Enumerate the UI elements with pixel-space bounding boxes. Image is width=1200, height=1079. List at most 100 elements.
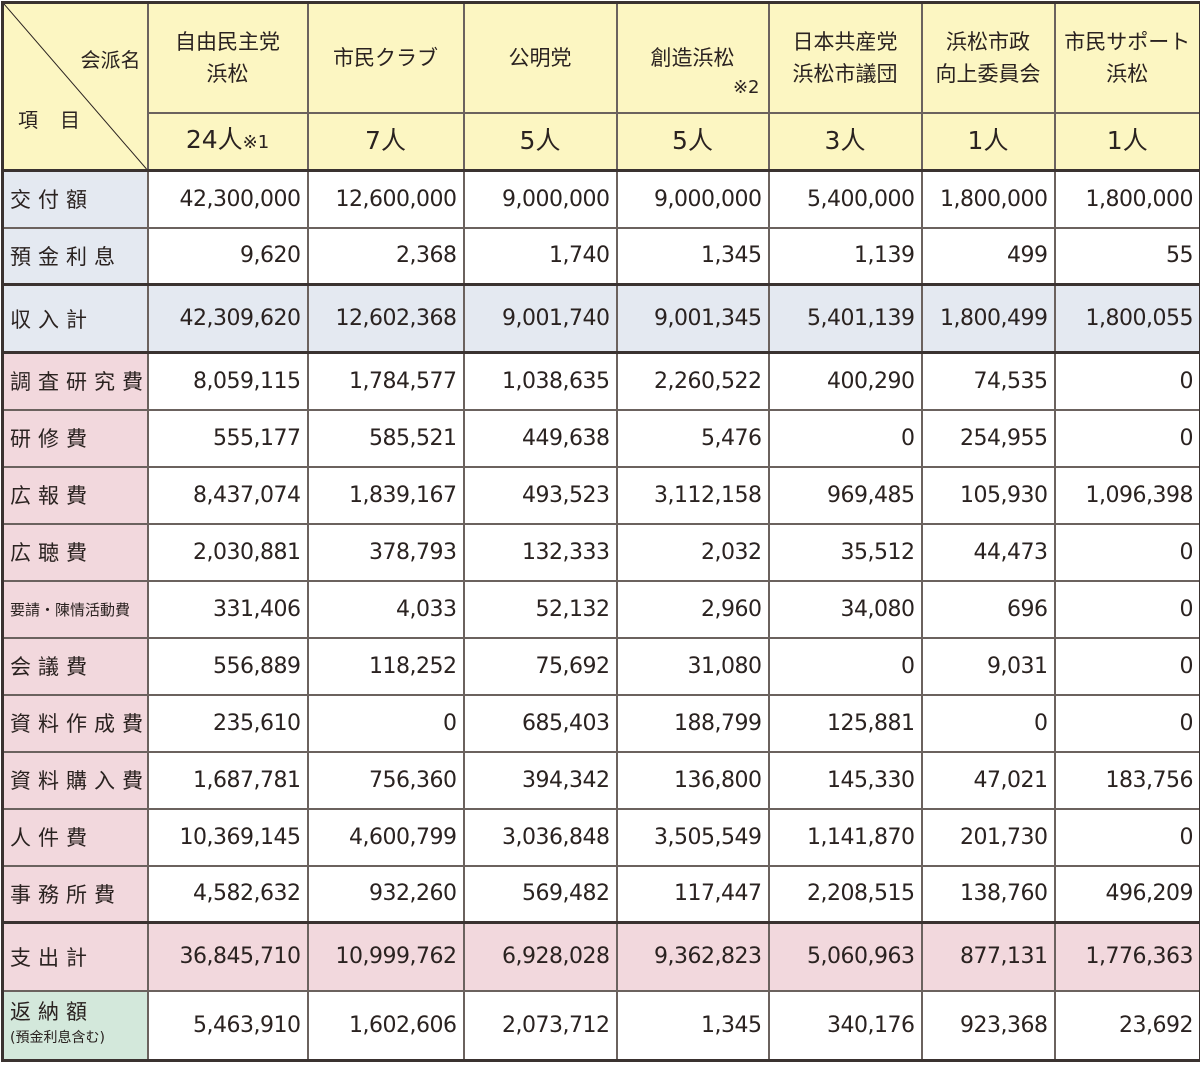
amount-cell: 0 — [1053, 351, 1200, 411]
amount-cell: 235,610 — [146, 693, 309, 753]
amount-cell: 1,602,606 — [306, 989, 465, 1062]
amount-cell: 44,473 — [920, 522, 1056, 582]
faction-member-count: 24人※1 — [146, 111, 309, 172]
amount-cell: 685,403 — [462, 693, 618, 753]
member-count: 5人 — [519, 126, 561, 156]
amount-cell: 9,031 — [920, 636, 1056, 696]
amount-cell: 5,400,000 — [767, 169, 923, 229]
amount-cell: 188,799 — [615, 693, 770, 753]
amount-cell: 499 — [920, 226, 1056, 286]
faction-name-header: 市民サポート 浜松 — [1053, 1, 1200, 114]
row-label: 交付額 — [1, 169, 149, 229]
amount-cell: 8,059,115 — [146, 351, 309, 411]
row-label: 会議費 — [1, 636, 149, 696]
amount-cell: 449,638 — [462, 408, 618, 468]
amount-cell: 136,800 — [615, 750, 770, 810]
amount-cell: 105,930 — [920, 465, 1056, 525]
table-row: 支出計 36,845,710 10,999,762 6,928,028 9,362,82… — [1, 921, 1200, 992]
amount-cell: 12,600,000 — [306, 169, 465, 229]
table-row: 収入計 42,309,620 12,602,368 9,001,740 9,001,34… — [1, 283, 1200, 354]
amount-cell: 2,368 — [306, 226, 465, 286]
amount-cell: 36,845,710 — [146, 921, 309, 992]
faction-name-header: 日本共産党 浜松市議団 — [767, 1, 923, 114]
amount-cell: 23,692 — [1053, 989, 1200, 1062]
amount-cell: 117,447 — [615, 864, 770, 924]
amount-cell: 42,309,620 — [146, 283, 309, 354]
amount-cell: 9,000,000 — [615, 169, 770, 229]
amount-cell: 2,208,515 — [767, 864, 923, 924]
amount-cell: 2,030,881 — [146, 522, 309, 582]
table-row: 人件費 10,369,145 4,600,799 3,036,848 3,505,549… — [1, 807, 1200, 867]
amount-cell: 55 — [1053, 226, 1200, 286]
row-label-text: 広報費 — [10, 484, 94, 508]
faction-name-header: 自由民主党 浜松 — [146, 1, 309, 114]
faction-member-count: 1人 — [920, 111, 1056, 172]
row-label-text: 要請・陳情活動費 — [10, 600, 131, 619]
table-row: 要請・陳情活動費 331,406 4,033 52,132 2,960 34,080 696… — [1, 579, 1200, 639]
table-row: 研修費 555,177 585,521 449,638 5,476 0 254,955 0 — [1, 408, 1200, 468]
row-label-text: 資料作成費 — [10, 712, 150, 736]
amount-cell: 4,600,799 — [306, 807, 465, 867]
faction-name-note: ※2 — [732, 76, 760, 98]
amount-cell: 5,060,963 — [767, 921, 923, 992]
amount-cell: 34,080 — [767, 579, 923, 639]
corner-header: 会派名 項目 — [1, 1, 149, 172]
amount-cell: 9,001,345 — [615, 283, 770, 354]
row-label-text: 返納額 — [10, 1000, 94, 1025]
amount-cell: 1,345 — [615, 226, 770, 286]
amount-cell: 8,437,074 — [146, 465, 309, 525]
amount-cell: 10,999,762 — [306, 921, 465, 992]
amount-cell: 1,139 — [767, 226, 923, 286]
amount-cell: 3,036,848 — [462, 807, 618, 867]
amount-cell: 1,141,870 — [767, 807, 923, 867]
amount-cell: 0 — [1053, 693, 1200, 753]
amount-cell: 877,131 — [920, 921, 1056, 992]
amount-cell: 394,342 — [462, 750, 618, 810]
amount-cell: 1,800,000 — [1053, 169, 1200, 229]
faction-name: 創造浜松 — [650, 45, 735, 70]
row-label-text: 広聴費 — [10, 541, 94, 565]
amount-cell: 0 — [767, 636, 923, 696]
amount-cell: 932,260 — [306, 864, 465, 924]
amount-cell: 6,928,028 — [462, 921, 618, 992]
faction-name-header: 公明党 — [462, 1, 618, 114]
amount-cell: 1,776,363 — [1053, 921, 1200, 992]
row-label: 広聴費 — [1, 522, 149, 582]
row-label: 広報費 — [1, 465, 149, 525]
amount-cell: 340,176 — [767, 989, 923, 1062]
table-row: 事務所費 4,582,632 932,260 569,482 117,447 2,208,… — [1, 864, 1200, 924]
row-label: 研修費 — [1, 408, 149, 468]
table-row: 資料作成費 235,610 0 685,403 188,799 125,881 0 0 — [1, 693, 1200, 753]
amount-cell: 75,692 — [462, 636, 618, 696]
member-count: 3人 — [824, 126, 866, 156]
member-count: 24人 — [185, 124, 243, 154]
faction-member-count: 7人 — [306, 111, 465, 172]
amount-cell: 118,252 — [306, 636, 465, 696]
amount-cell: 696 — [920, 579, 1056, 639]
amount-cell: 201,730 — [920, 807, 1056, 867]
row-label-text: 事務所費 — [10, 882, 122, 907]
table-row: 預金利息 9,620 2,368 1,740 1,345 1,139 499 55 — [1, 226, 1200, 286]
amount-cell: 132,333 — [462, 522, 618, 582]
row-label: 預金利息 — [1, 226, 149, 286]
member-count: 1人 — [1106, 126, 1148, 156]
faction-member-count: 1人 — [1053, 111, 1200, 172]
amount-cell: 756,360 — [306, 750, 465, 810]
row-label-text: 交付額 — [10, 188, 94, 213]
amount-cell: 47,021 — [920, 750, 1056, 810]
amount-cell: 1,800,055 — [1053, 283, 1200, 354]
amount-cell: 254,955 — [920, 408, 1056, 468]
row-label: 資料購入費 — [1, 750, 149, 810]
amount-cell: 10,369,145 — [146, 807, 309, 867]
amount-cell: 496,209 — [1053, 864, 1200, 924]
amount-cell: 555,177 — [146, 408, 309, 468]
amount-cell: 0 — [1053, 636, 1200, 696]
table-row: 広聴費 2,030,881 378,793 132,333 2,032 35,512 44,… — [1, 522, 1200, 582]
faction-name: 浜松市政 向上委員会 — [935, 29, 1041, 86]
amount-cell: 52,132 — [462, 579, 618, 639]
amount-cell: 0 — [1053, 408, 1200, 468]
amount-cell: 138,760 — [920, 864, 1056, 924]
amount-cell: 2,073,712 — [462, 989, 618, 1062]
amount-cell: 923,368 — [920, 989, 1056, 1062]
